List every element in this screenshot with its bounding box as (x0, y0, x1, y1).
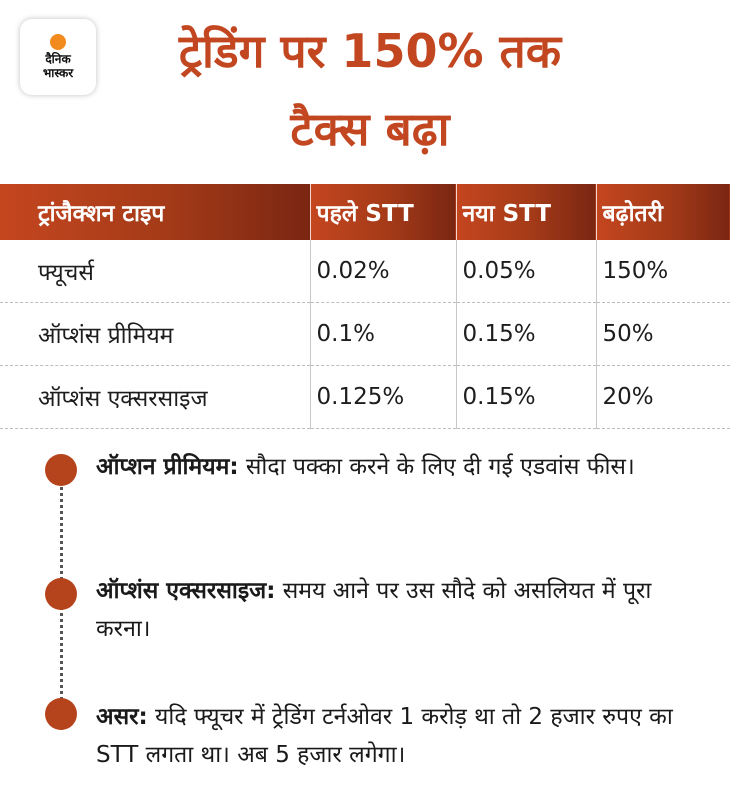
note-options-exercise: ऑप्शंस एक्सरसाइज: समय आने पर उस सौदे को … (96, 572, 696, 648)
cell-old-stt: 0.02% (310, 240, 457, 303)
stt-comparison-table: ट्रांजैक्शन टाइप पहले STT नया STT बढ़ोतर… (0, 184, 730, 429)
note-text: समय आने पर उस सौदे को असलियत में पूरा कर… (96, 578, 652, 642)
logo-text-line2: भास्कर (42, 66, 74, 80)
headline: ट्रेडिंग पर 150% तक टैक्स बढ़ा (110, 12, 630, 168)
note-impact: असर: यदि फ्यूचर में ट्रेडिंग टर्नओवर 1 क… (96, 698, 696, 774)
header-old-stt: पहले STT (310, 184, 457, 240)
timeline-dot-icon (45, 578, 77, 610)
cell-transaction-type: ऑप्शंस प्रीमियम (0, 302, 311, 366)
header-increase: बढ़ोतरी (596, 184, 730, 240)
note-term: असर: (96, 704, 148, 730)
note-option-premium: ऑप्शन प्रीमियम: सौदा पक्का करने के लिए द… (96, 448, 696, 486)
cell-old-stt: 0.1% (310, 302, 457, 366)
explanation-timeline: ऑप्शन प्रीमियम: सौदा पक्का करने के लिए द… (0, 440, 730, 796)
cell-increase: 150% (596, 240, 730, 303)
dainik-bhaskar-logo: दैनिक भास्कर (20, 19, 96, 95)
note-term: ऑप्शन प्रीमियम: (96, 454, 239, 480)
table-header-row: ट्रांजैक्शन टाइप पहले STT नया STT बढ़ोतर… (0, 184, 730, 240)
note-text: यदि फ्यूचर में ट्रेडिंग टर्नओवर 1 करोड़ … (96, 704, 673, 768)
table-row: ऑप्शंस प्रीमियम 0.1% 0.15% 50% (0, 302, 730, 366)
cell-transaction-type: ऑप्शंस एक्सरसाइज (0, 365, 311, 429)
cell-old-stt: 0.125% (310, 365, 457, 429)
cell-new-stt: 0.15% (456, 302, 597, 366)
table-row: ऑप्शंस एक्सरसाइज 0.125% 0.15% 20% (0, 365, 730, 429)
logo-sun-icon (50, 34, 66, 50)
headline-line1: ट्रेडिंग पर 150% तक (178, 24, 562, 78)
timeline-dot-icon (45, 454, 77, 486)
logo-text-line1: दैनिक (45, 52, 71, 66)
note-text: सौदा पक्का करने के लिए दी गई एडवांस फीस। (238, 454, 635, 480)
cell-increase: 20% (596, 365, 730, 429)
note-term: ऑप्शंस एक्सरसाइज: (96, 578, 276, 604)
timeline-dot-icon (45, 698, 77, 730)
table-row: फ्यूचर्स 0.02% 0.05% 150% (0, 240, 730, 303)
header-new-stt: नया STT (456, 184, 597, 240)
headline-line2: टैक्स बढ़ा (290, 102, 450, 156)
cell-new-stt: 0.15% (456, 365, 597, 429)
header-transaction-type: ट्रांजैक्शन टाइप (0, 184, 311, 240)
cell-new-stt: 0.05% (456, 240, 597, 303)
cell-transaction-type: फ्यूचर्स (0, 240, 311, 303)
cell-increase: 50% (596, 302, 730, 366)
